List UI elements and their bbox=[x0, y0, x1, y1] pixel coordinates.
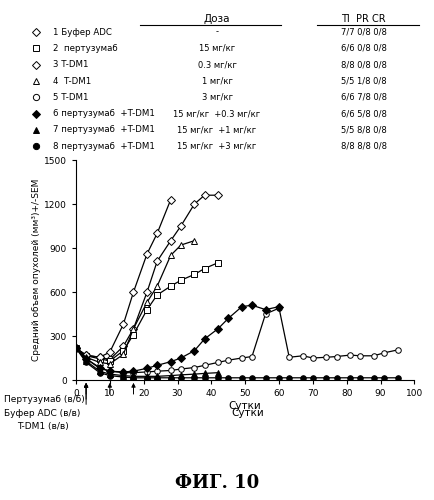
Text: Доза: Доза bbox=[204, 14, 230, 24]
Text: 4  T-DM1: 4 T-DM1 bbox=[53, 76, 92, 86]
Text: 8/8 0/8 0/8: 8/8 0/8 0/8 bbox=[341, 60, 387, 69]
Text: 15 мг/кг: 15 мг/кг bbox=[199, 44, 235, 53]
Text: 15 мг/кг  +1 мг/кг: 15 мг/кг +1 мг/кг bbox=[178, 126, 256, 134]
Text: 2  пертузумаб: 2 пертузумаб bbox=[53, 44, 118, 53]
Text: 6/6 0/8 0/8: 6/6 0/8 0/8 bbox=[341, 44, 387, 53]
Text: 6 пертузумаб  +T-DM1: 6 пертузумаб +T-DM1 bbox=[53, 109, 155, 118]
Text: 3 T-DM1: 3 T-DM1 bbox=[53, 60, 89, 69]
Text: 3 мг/кг: 3 мг/кг bbox=[201, 93, 233, 102]
Y-axis label: Средний объем опухолей (мм³)+/-SEM: Средний объем опухолей (мм³)+/-SEM bbox=[32, 179, 41, 361]
Text: 8 пертузумаб  +T-DM1: 8 пертузумаб +T-DM1 bbox=[53, 142, 155, 150]
Text: 5/5 8/8 0/8: 5/5 8/8 0/8 bbox=[341, 126, 387, 134]
Text: TI  PR CR: TI PR CR bbox=[342, 14, 386, 24]
Text: 1 Буфер ADC: 1 Буфер ADC bbox=[53, 28, 112, 36]
X-axis label: Сутки: Сутки bbox=[229, 401, 262, 411]
Text: -: - bbox=[216, 28, 218, 36]
Text: 0.3 мг/кг: 0.3 мг/кг bbox=[197, 60, 237, 69]
Text: 6/6 7/8 0/8: 6/6 7/8 0/8 bbox=[341, 93, 387, 102]
Text: 5/5 1/8 0/8: 5/5 1/8 0/8 bbox=[341, 76, 387, 86]
Text: Пертузумаб (в/б): Пертузумаб (в/б) bbox=[4, 396, 85, 404]
Text: 5 T-DM1: 5 T-DM1 bbox=[53, 93, 89, 102]
Text: 6/6 5/8 0/8: 6/6 5/8 0/8 bbox=[341, 109, 387, 118]
Text: 1 мг/кг: 1 мг/кг bbox=[201, 76, 233, 86]
Text: 7/7 0/8 0/8: 7/7 0/8 0/8 bbox=[341, 28, 387, 36]
Text: 7 пертузумаб  +T-DM1: 7 пертузумаб +T-DM1 bbox=[53, 126, 155, 134]
Text: Сутки: Сутки bbox=[231, 408, 264, 418]
Text: 15 мг/кг  +3 мг/кг: 15 мг/кг +3 мг/кг bbox=[178, 142, 256, 150]
Text: Буфер ADC (в/в): Буфер ADC (в/в) bbox=[4, 409, 81, 418]
Text: 8/8 8/8 0/8: 8/8 8/8 0/8 bbox=[341, 142, 387, 150]
Text: ФИГ. 10: ФИГ. 10 bbox=[175, 474, 259, 492]
Text: T-DM1 (в/в): T-DM1 (в/в) bbox=[17, 422, 69, 430]
Text: 15 мг/кг  +0.3 мг/кг: 15 мг/кг +0.3 мг/кг bbox=[174, 109, 260, 118]
